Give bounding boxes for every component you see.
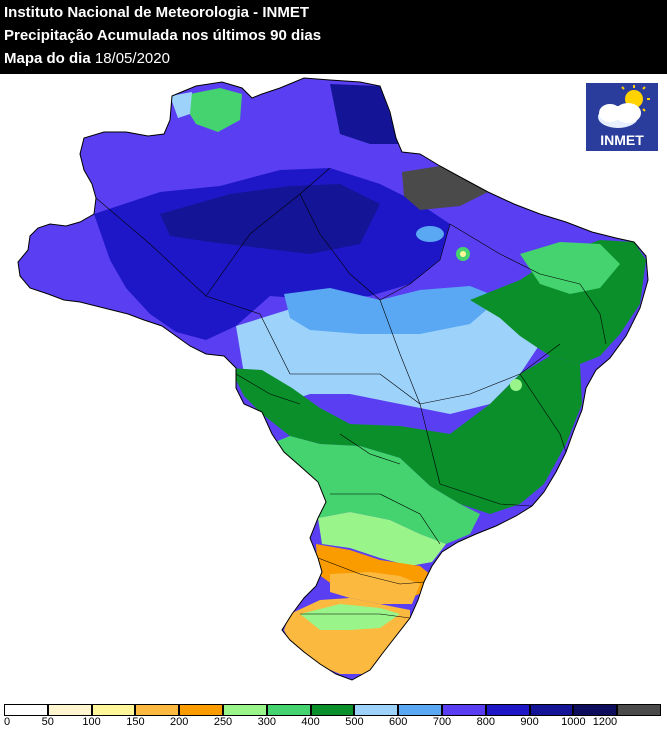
- map-date: 18/05/2020: [94, 50, 170, 67]
- region-northeast-coast-dark: [402, 166, 488, 210]
- sun-cloud-icon: INMET: [586, 83, 658, 151]
- region-southeast-green: [250, 436, 480, 544]
- legend-swatch: [354, 704, 399, 716]
- legend-tick-label: 600: [389, 716, 408, 728]
- region-amazon-north-deep: [330, 84, 400, 144]
- inmet-logo: INMET: [586, 83, 658, 151]
- legend-tick-label: 700: [432, 716, 452, 728]
- region-south-light-green: [318, 512, 446, 566]
- map-date-label: Mapa do dia: [4, 50, 91, 67]
- state-borders: [95, 167, 607, 619]
- legend-swatch: [529, 704, 574, 716]
- region-roraima-light-blue: [170, 92, 192, 118]
- logo-text: INMET: [600, 132, 644, 148]
- legend-tick-label: 800: [476, 716, 495, 728]
- legend-tick-label: 1000: [561, 716, 586, 728]
- brazil-outline: [17, 77, 649, 681]
- legend-tick-label: 200: [170, 716, 189, 728]
- region-south-green-strip: [300, 604, 400, 630]
- legend-swatch: [485, 704, 530, 716]
- legend-tick-label: 500: [345, 716, 364, 728]
- legend-swatch: [4, 704, 48, 716]
- region-spot-light-green: [510, 379, 522, 391]
- brazil-map: [17, 77, 649, 681]
- legend-tick-label: 50: [41, 716, 54, 728]
- region-amazon-deep: [160, 184, 380, 254]
- legend-tick-label: 250: [213, 716, 233, 728]
- legend-tick-label: 400: [301, 716, 320, 728]
- legend-tick-label: 100: [82, 716, 101, 728]
- map-header: Instituto Nacional de Meteorologia - INM…: [0, 0, 667, 74]
- legend-swatch: [310, 704, 355, 716]
- region-northeast-light-green: [520, 242, 620, 294]
- region-spot-yellow: [460, 251, 466, 257]
- region-center-west-green: [230, 356, 582, 514]
- map-date-line: Mapa do dia 18/05/2020: [4, 50, 170, 68]
- color-legend: [4, 704, 663, 716]
- legend-swatch: [47, 704, 92, 716]
- institute-title: Instituto Nacional de Meteorologia - INM…: [4, 4, 310, 21]
- legend-tick-label: 150: [126, 716, 145, 728]
- legend-ticks: 0 50 100 150 200 250 300 400 500 600 700 800 900 1000…: [0, 716, 667, 730]
- legend-swatch: [179, 704, 223, 716]
- legend-swatch: [135, 704, 180, 716]
- map-title: Precipitação Acumulada nos últimos 90 di…: [4, 27, 322, 44]
- legend-swatch: [573, 704, 618, 716]
- region-central-mid-blue: [284, 286, 500, 334]
- legend-swatch: [91, 704, 136, 716]
- region-south-yellow-band: [330, 572, 420, 604]
- legend-swatch: [223, 704, 267, 716]
- legend-tick-label: 900: [520, 716, 539, 728]
- legend-tick-label: 0: [4, 716, 11, 728]
- precipitation-map: [0, 74, 667, 704]
- legend-swatch: [266, 704, 311, 716]
- legend-swatch: [442, 704, 486, 716]
- legend-swatch: [398, 704, 442, 716]
- legend-tick-label: 1200: [592, 716, 618, 728]
- legend-swatch: [617, 704, 661, 716]
- legend-tick-label: 300: [257, 716, 276, 728]
- region-roraima-green: [186, 88, 242, 132]
- region-spot-blue: [416, 226, 444, 242]
